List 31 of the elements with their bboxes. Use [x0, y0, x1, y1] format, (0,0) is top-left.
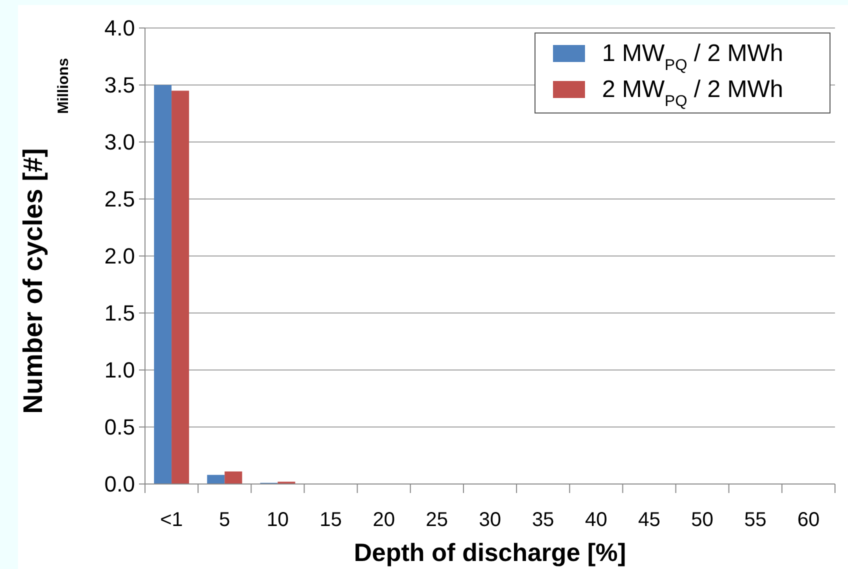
bar [224, 471, 242, 484]
bar [154, 85, 172, 484]
x-tick-label: 15 [320, 509, 342, 531]
y-tick-label: 0.5 [104, 414, 135, 440]
bar [172, 90, 190, 484]
x-tick-label: 40 [585, 509, 608, 531]
y-tick-label: 1.0 [104, 358, 135, 383]
y-axis-title: Number of cycles [#] [18, 148, 48, 414]
y-tick-label: 3.0 [104, 130, 135, 155]
x-tick-label: <1 [160, 509, 183, 531]
x-axis-title: Depth of discharge [%] [354, 539, 626, 567]
y-tick-label: 2.5 [104, 186, 135, 212]
x-tick-label: 10 [266, 509, 289, 531]
legend-label: 2 MW$_{PQ}$ / 2 MWh [602, 76, 784, 110]
text: Millions [55, 58, 72, 114]
bar [207, 474, 225, 484]
x-tick-label: 25 [426, 509, 448, 531]
x-tick-label: 55 [744, 509, 767, 531]
x-tick-label: 20 [372, 509, 395, 531]
x-tick-label: 35 [532, 509, 554, 531]
x-tick-label: 60 [797, 509, 820, 531]
x-tick-label: 30 [478, 509, 502, 531]
y-tick-label: 1.5 [104, 300, 135, 326]
y-tick-label: 4.0 [104, 16, 135, 41]
y-tick-label: 0.0 [104, 472, 135, 497]
x-tick-label: 50 [691, 509, 714, 531]
y-tick-label: 2.0 [104, 244, 135, 269]
legend-label: 1 MW$_{PQ}$ / 2 MWh [602, 40, 784, 74]
x-tick-label: 45 [638, 509, 660, 531]
y-tick-label: 3.5 [104, 72, 135, 98]
x-tick-label: 5 [219, 509, 230, 531]
